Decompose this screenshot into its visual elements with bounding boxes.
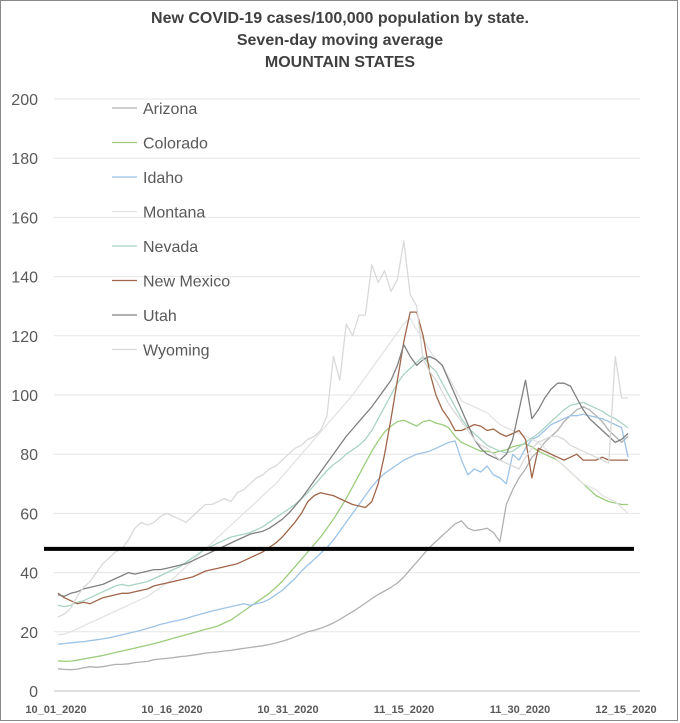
series-line-idaho [57, 413, 629, 645]
x-tick-label: 10_01_2020 [25, 704, 86, 716]
y-tick-label: 120 [11, 329, 38, 346]
legend-label: New Mexico [143, 274, 230, 291]
y-tick-label: 40 [20, 566, 38, 583]
series-line-wyoming [57, 240, 628, 618]
legend-label: Nevada [143, 239, 198, 256]
legend-label: Utah [143, 308, 177, 325]
legend-label: Idaho [143, 170, 183, 187]
series-line-utah [57, 344, 629, 597]
series-lines [57, 240, 629, 671]
y-tick-label: 200 [11, 92, 38, 109]
y-tick-label: 160 [11, 210, 38, 227]
y-tick-label: 60 [20, 506, 38, 523]
x-tick-label: 10_16_2020 [141, 704, 202, 716]
legend-label: Arizona [143, 101, 197, 118]
legend-label: Montana [143, 205, 205, 222]
series-line-arizona [57, 406, 629, 671]
series-line-new-mexico [57, 311, 628, 605]
series-line-nevada [57, 355, 629, 608]
legend-label: Wyoming [143, 343, 210, 360]
title-line-2: Seven-day moving average [236, 32, 444, 49]
y-tick-label: 0 [29, 684, 38, 701]
gridlines [54, 98, 640, 692]
y-axis-ticks: 0 20 40 60 80 100 120 140 160 180 200 [11, 92, 38, 701]
legend: Arizona Colorado Idaho Montana Nevada New Mex… [112, 101, 230, 360]
legend-label: Colorado [143, 136, 208, 153]
chart-title: New COVID-19 cases/100,000 population by… [0, 8, 680, 74]
y-tick-label: 100 [11, 388, 38, 405]
series-line-montana [57, 317, 629, 636]
y-tick-label: 20 [20, 625, 38, 642]
x-tick-label: 11_30_2020 [490, 704, 551, 716]
y-tick-label: 140 [11, 270, 38, 287]
y-tick-label: 180 [11, 151, 38, 168]
x-tick-label: 11_15_2020 [374, 704, 435, 716]
x-tick-label: 12_15_2020 [595, 704, 656, 716]
title-line-3: MOUNTAIN STATES [264, 54, 416, 71]
y-tick-label: 80 [20, 447, 38, 464]
x-axis-ticks: 10_01_2020 10_16_2020 10_31_2020 11_15_2020… [25, 704, 656, 716]
x-tick-label: 10_31_2020 [257, 704, 318, 716]
title-line-1: New COVID-19 cases/100,000 population by… [151, 10, 529, 27]
